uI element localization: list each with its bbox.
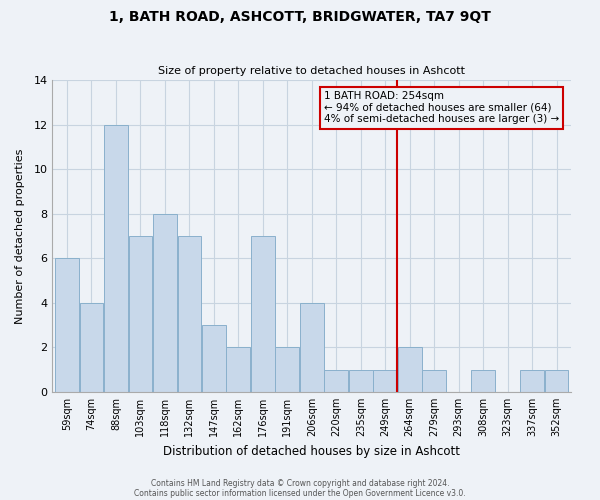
Bar [80,303,103,392]
Bar [226,348,250,392]
Bar [153,214,177,392]
Bar [520,370,544,392]
Bar [275,348,299,392]
Bar [251,236,275,392]
Bar [398,348,422,392]
Bar [373,370,397,392]
X-axis label: Distribution of detached houses by size in Ashcott: Distribution of detached houses by size … [163,444,460,458]
Bar [178,236,201,392]
Y-axis label: Number of detached properties: Number of detached properties [15,148,25,324]
Bar [349,370,373,392]
Text: Contains public sector information licensed under the Open Government Licence v3: Contains public sector information licen… [134,488,466,498]
Bar [471,370,495,392]
Text: 1 BATH ROAD: 254sqm
← 94% of detached houses are smaller (64)
4% of semi-detache: 1 BATH ROAD: 254sqm ← 94% of detached ho… [324,91,559,124]
Bar [422,370,446,392]
Bar [128,236,152,392]
Bar [300,303,323,392]
Title: Size of property relative to detached houses in Ashcott: Size of property relative to detached ho… [158,66,466,76]
Text: 1, BATH ROAD, ASHCOTT, BRIDGWATER, TA7 9QT: 1, BATH ROAD, ASHCOTT, BRIDGWATER, TA7 9… [109,10,491,24]
Text: Contains HM Land Registry data © Crown copyright and database right 2024.: Contains HM Land Registry data © Crown c… [151,478,449,488]
Bar [202,325,226,392]
Bar [545,370,568,392]
Bar [55,258,79,392]
Bar [325,370,348,392]
Bar [104,124,128,392]
